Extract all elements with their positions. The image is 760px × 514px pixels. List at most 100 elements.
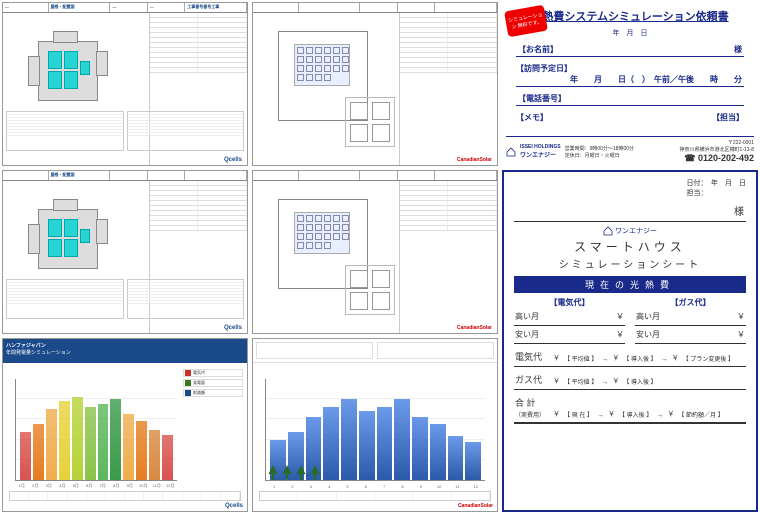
brand-logo: Qcells xyxy=(225,503,243,509)
customer-name-field[interactable]: 様 xyxy=(514,200,746,222)
memo-row: 【メモ】 【担当】 xyxy=(516,112,744,123)
total-row[interactable]: 合 計（実費用） ￥【 現 在 】 → ￥【 導入後 】 → ￥【 節約額／月 … xyxy=(514,393,746,424)
x-label: 2月 xyxy=(29,483,43,489)
x-label: 1月 xyxy=(15,483,29,489)
tree-icon xyxy=(309,465,321,481)
title-bar: — 屋根・配置図 — — 工事番号番号工事 xyxy=(3,3,247,13)
zip: 〒222-0001 xyxy=(680,139,754,146)
legend-item: 電気代 xyxy=(183,369,243,377)
x-label: 10月 xyxy=(137,483,151,489)
chart-bar xyxy=(412,417,428,480)
tel-label: 【電話番号】 xyxy=(518,93,566,104)
chart-bar xyxy=(323,407,339,480)
elec-header: 【電気代】 xyxy=(514,297,625,308)
section-band: 現在の光熱費 xyxy=(514,276,746,293)
chart-bar xyxy=(20,432,31,480)
chart-bar xyxy=(377,407,393,480)
brand-logo: CanadianSolar xyxy=(458,503,493,509)
x-label: 11月 xyxy=(150,483,164,489)
x-label: 6月 xyxy=(83,483,97,489)
request-form: シミュレーション 無料です。 光熱費システムシミュレーション依頼書 年 月 日 … xyxy=(502,2,758,166)
chart-bar xyxy=(136,421,147,480)
tech-sheet-cs-2: CanadianSolar xyxy=(252,170,498,334)
summary-row xyxy=(9,491,241,501)
house-icon xyxy=(506,147,516,157)
x-label: 5月 xyxy=(69,483,83,489)
x-label: 3月 xyxy=(42,483,56,489)
elec-row[interactable]: 電気代 ￥【 平均値 】 → ￥【 導入後 】 → ￥【 プラン変更後 】 xyxy=(514,347,746,367)
chart-bar xyxy=(465,442,481,480)
name-label: 【お名前】 xyxy=(518,44,558,55)
tc: — xyxy=(148,3,185,12)
chart-bar xyxy=(59,401,70,480)
visit-label: 【訪問予定日】 xyxy=(516,63,744,74)
addr: 神奈川県横浜市港北区樽町1-13-8 xyxy=(680,146,754,153)
tech-sheet-cs-1: CanadianSolar xyxy=(252,2,498,166)
x-label: 8月 xyxy=(110,483,124,489)
gas-high-field[interactable]: 高い月￥ xyxy=(635,308,746,326)
visit-field[interactable]: 年 月 日（ ） 午前／午後 時 分 xyxy=(516,74,744,87)
x-label: 2 xyxy=(283,484,301,489)
gas-low-field[interactable]: 安い月￥ xyxy=(635,326,746,344)
chart-bar xyxy=(85,407,96,480)
chart-bar xyxy=(46,409,57,480)
tree-icon xyxy=(267,465,279,481)
gas-column: 【ガス代】 高い月￥ 安い月￥ xyxy=(635,297,746,344)
memo-label: 【メモ】 xyxy=(516,112,548,123)
chart-bar xyxy=(72,397,83,480)
brand-logo: CanadianSolar xyxy=(457,325,492,331)
cs-chart-sheet: 123456789101112 CanadianSolar xyxy=(252,338,498,512)
form-footer: ISSEI HOLDINGS ワンエナジー 営業時間：9時00分～18時00分 … xyxy=(506,136,754,164)
tantou: 担当： xyxy=(687,190,708,197)
x-label: 7月 xyxy=(96,483,110,489)
tree-icons xyxy=(267,465,321,481)
simulation-sheet: 日付： 年 月 日担当： 様 ワンエナジー スマートハウス シミュレーションシー… xyxy=(502,170,758,512)
chart-area xyxy=(15,379,177,481)
gas-row[interactable]: ガス代 ￥【 平均値 】 → ￥【 導入後 】 xyxy=(514,370,746,390)
chart-bar xyxy=(149,430,160,481)
x-label: 11 xyxy=(448,484,466,489)
legend-item: 削減額 xyxy=(183,389,243,397)
legend-item: 発電量 xyxy=(183,379,243,387)
elec-low-field[interactable]: 安い月￥ xyxy=(514,326,625,344)
name-suffix: 様 xyxy=(734,44,742,55)
visit-value: 年 月 日（ ） 午前／午後 時 分 xyxy=(518,74,742,85)
tech-sheet-qcells-1: — 屋根・配置図 — — 工事番号番号工事 xyxy=(2,2,248,166)
chart-bar xyxy=(394,399,410,480)
x-label: 4 xyxy=(320,484,338,489)
chart-bar xyxy=(162,435,173,480)
x-label: 1 xyxy=(265,484,283,489)
brand-logo: CanadianSolar xyxy=(457,157,492,163)
elec-high-field[interactable]: 高い月￥ xyxy=(514,308,625,326)
chart-bar xyxy=(33,424,44,480)
tech-sheet-qcells-2: 屋根・配置図 Qcells xyxy=(2,170,248,334)
x-label: 9 xyxy=(412,484,430,489)
x-label: 4月 xyxy=(56,483,70,489)
tel-field[interactable]: 【電話番号】 xyxy=(516,93,744,106)
x-label: 12月 xyxy=(164,483,178,489)
x-label: 3 xyxy=(302,484,320,489)
tantou-label: 【担当】 xyxy=(712,112,744,123)
summary-row xyxy=(259,491,491,501)
chart-bar xyxy=(341,399,357,480)
x-label: 6 xyxy=(357,484,375,489)
x-label: 5 xyxy=(338,484,356,489)
hours: 営業時間：9時00分～18時00分 xyxy=(565,145,676,152)
house-icon xyxy=(603,226,613,236)
chart-bar xyxy=(123,414,134,480)
tree-icon xyxy=(295,465,307,481)
chart-bar xyxy=(110,399,121,480)
tc: — xyxy=(3,3,49,12)
x-label: 8 xyxy=(393,484,411,489)
gas-header: 【ガス代】 xyxy=(635,297,746,308)
qcells-chart-sheet: ハンファジャパン 年間発電量シミュレーション 1月2月3月4月5月6月7月8月9… xyxy=(2,338,248,512)
sheet-h1: スマートハウス xyxy=(514,238,746,255)
brand-logo: Qcells xyxy=(224,325,242,331)
holiday: 定休日：月曜日・火曜日 xyxy=(565,152,676,159)
name-field[interactable]: 【お名前】 様 xyxy=(516,44,744,57)
chart-header xyxy=(253,339,497,363)
brand-logo: Qcells xyxy=(224,157,242,163)
tc: 屋根・配置図 xyxy=(49,3,111,12)
tc: — xyxy=(110,3,147,12)
sheet-h2: シミュレーションシート xyxy=(514,256,746,271)
